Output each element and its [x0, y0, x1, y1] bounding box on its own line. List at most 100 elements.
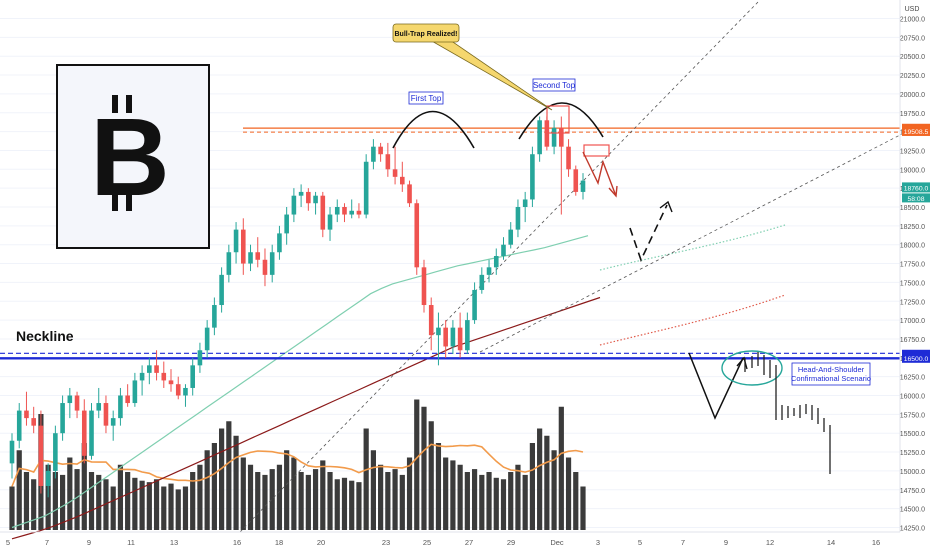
volume-bar: [479, 474, 485, 530]
volume-bar: [508, 472, 514, 530]
price-badge-label: 19508.5: [904, 129, 929, 136]
volume-bar: [443, 457, 449, 530]
volume-bar: [537, 428, 543, 530]
time-axis[interactable]: 5 7 9 11 13 16 18 20 23 25 27 29 Dec 3 5 7 9 12 14 16: [0, 531, 900, 547]
price-axis[interactable]: 14250.0 14500.0 14750.0 15000.0 15250.0 15500…: [899, 0, 930, 532]
first-top-label: First Top: [408, 91, 444, 105]
volume-bar: [59, 474, 66, 530]
x-tick-label: 5: [6, 538, 10, 547]
y-tick-label: 20250.0: [900, 73, 925, 80]
candle: [269, 252, 275, 275]
x-tick-label: 20: [317, 538, 325, 547]
candle: [392, 169, 398, 177]
ma-line-green: [11, 235, 589, 529]
volume-bar: [312, 469, 319, 530]
candle: [168, 380, 174, 385]
candle: [9, 440, 15, 464]
volume-bar: [558, 406, 564, 530]
candle: [204, 327, 210, 351]
candle: [219, 274, 224, 306]
volume-bar: [182, 486, 189, 530]
volume-bar: [255, 472, 261, 530]
volume-bar: [450, 460, 456, 530]
x-tick-label: 27: [465, 538, 473, 547]
volume-bar: [356, 482, 362, 530]
candle: [551, 127, 557, 147]
volume-bar: [96, 474, 102, 530]
volume-bar: [327, 472, 333, 530]
x-tick-label: 9: [724, 538, 728, 547]
ma-line-red: [11, 296, 601, 540]
price-badge-label: 16500.0: [904, 356, 929, 363]
y-tick-label: 19000.0: [900, 167, 925, 174]
candle: [327, 214, 333, 230]
candle: [226, 252, 232, 275]
candle: [508, 229, 514, 245]
candle: [371, 146, 376, 162]
x-tick-label: 12: [766, 538, 774, 547]
candle: [240, 229, 246, 264]
x-tick-label: 7: [45, 538, 49, 547]
y-tick-label: 21000.0: [900, 17, 925, 24]
second-top-arc: [518, 102, 604, 140]
candle: [493, 256, 499, 268]
volume-bar: [291, 457, 297, 530]
moving-averages: [11, 224, 786, 540]
currency-label: USD: [905, 6, 920, 13]
rejection-box: [583, 144, 610, 157]
candle: [147, 365, 152, 373]
volume-bar: [52, 472, 58, 530]
price-badge: [902, 125, 930, 136]
svg-text:Second Top: Second Top: [533, 81, 576, 90]
x-tick-label: 16: [233, 538, 241, 547]
volume-bar: [493, 477, 499, 530]
volume-bar: [565, 457, 572, 530]
x-tick-label: 29: [507, 538, 515, 547]
volume-bar: [378, 464, 384, 530]
candle: [414, 203, 420, 268]
candle: [277, 233, 282, 253]
candle: [248, 252, 253, 264]
candle: [161, 372, 167, 381]
candle: [443, 327, 448, 347]
volume-bar: [399, 474, 405, 530]
candle: [16, 410, 22, 441]
candlesticks: [9, 116, 586, 498]
volume-bar: [161, 486, 167, 530]
volume-bar: [74, 469, 80, 530]
price-badge: [902, 182, 930, 193]
volume-bar: [515, 464, 521, 530]
y-tick-label: 15500.0: [900, 431, 925, 438]
x-tick-label: 16: [872, 538, 880, 547]
countdown-badge: [902, 193, 930, 203]
candle: [212, 305, 217, 328]
volume-bar: [334, 479, 340, 530]
scenario-arrowhead: [736, 356, 748, 370]
volume-bar: [341, 477, 348, 530]
y-tick-label: 17750.0: [900, 262, 925, 269]
volume-bar: [385, 472, 391, 530]
candle: [118, 395, 123, 419]
y-tick-label: 17500.0: [900, 280, 925, 287]
y-tick-label: 20000.0: [900, 92, 925, 99]
neckline-label: Neckline: [16, 328, 74, 344]
candle: [31, 418, 36, 426]
svg-text:Confirmational Scenario: Confirmational Scenario: [791, 374, 871, 383]
candle: [298, 191, 304, 196]
y-tick-label: 14250.0: [900, 525, 925, 532]
volume-bar: [406, 457, 413, 530]
candle: [573, 169, 579, 192]
candle: [436, 327, 441, 336]
volume-bar: [88, 472, 95, 530]
candle: [74, 395, 80, 411]
volume-bar: [284, 450, 290, 530]
volume-bar: [204, 450, 210, 530]
annotations: [392, 102, 831, 474]
candle: [67, 395, 73, 404]
volume-bar: [31, 479, 37, 530]
candle: [45, 470, 51, 486]
volume-bar: [211, 443, 217, 530]
candle: [60, 403, 65, 434]
